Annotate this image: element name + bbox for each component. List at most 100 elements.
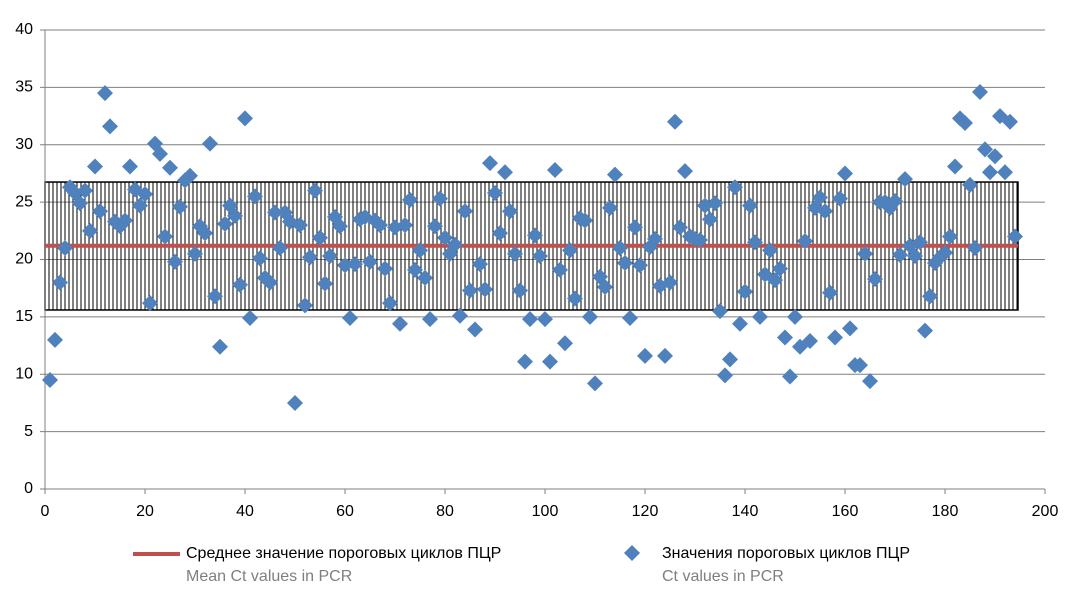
x-tick-label: 140 bbox=[732, 503, 759, 520]
data-point bbox=[482, 155, 498, 172]
data-point bbox=[557, 335, 573, 352]
data-point bbox=[862, 373, 878, 390]
data-point bbox=[842, 320, 858, 337]
data-point bbox=[57, 240, 73, 257]
x-tick-label: 200 bbox=[1032, 503, 1059, 520]
data-point bbox=[137, 186, 153, 203]
data-point bbox=[627, 219, 643, 236]
data-point bbox=[372, 217, 388, 234]
data-point bbox=[262, 274, 278, 291]
data-point bbox=[362, 253, 378, 270]
data-point bbox=[1007, 228, 1023, 245]
data-point bbox=[997, 164, 1013, 181]
data-point bbox=[332, 218, 348, 235]
data-point bbox=[77, 182, 93, 199]
legend-label: Значения пороговых циклов ПЦР bbox=[662, 545, 910, 562]
data-point bbox=[477, 281, 493, 298]
data-point bbox=[527, 227, 543, 244]
data-point bbox=[522, 311, 538, 328]
data-point bbox=[122, 158, 138, 175]
x-tick-label: 160 bbox=[832, 503, 859, 520]
data-point bbox=[937, 244, 953, 261]
data-point bbox=[437, 229, 453, 246]
data-point bbox=[802, 332, 818, 349]
data-point bbox=[97, 85, 113, 102]
data-point bbox=[797, 233, 813, 250]
data-point bbox=[942, 228, 958, 245]
x-tick-label: 180 bbox=[932, 503, 959, 520]
data-point bbox=[717, 367, 733, 384]
data-point bbox=[617, 254, 633, 271]
data-point bbox=[817, 203, 833, 220]
data-point bbox=[607, 166, 623, 183]
data-point bbox=[297, 297, 313, 314]
x-tick-label: 100 bbox=[532, 503, 559, 520]
data-point bbox=[762, 242, 778, 259]
data-point bbox=[677, 163, 693, 180]
data-point bbox=[777, 329, 793, 346]
data-point bbox=[537, 311, 553, 328]
data-point bbox=[187, 245, 203, 262]
data-point bbox=[827, 329, 843, 346]
data-point bbox=[412, 242, 428, 259]
data-point bbox=[307, 182, 323, 199]
data-point bbox=[587, 375, 603, 392]
x-tick-label: 80 bbox=[436, 503, 454, 520]
data-point bbox=[907, 248, 923, 265]
x-tick-label: 40 bbox=[236, 503, 254, 520]
data-point bbox=[772, 260, 788, 277]
data-point bbox=[737, 283, 753, 300]
y-tick-label: 25 bbox=[15, 193, 33, 210]
data-point bbox=[532, 248, 548, 265]
data-point bbox=[962, 176, 978, 193]
data-point bbox=[142, 295, 158, 312]
data-point bbox=[392, 315, 408, 332]
data-point bbox=[237, 110, 253, 127]
data-point bbox=[227, 207, 243, 224]
data-point bbox=[622, 310, 638, 327]
y-tick-label: 40 bbox=[15, 21, 33, 38]
data-point bbox=[472, 256, 488, 273]
data-point bbox=[487, 184, 503, 201]
data-point bbox=[467, 321, 483, 338]
data-point bbox=[632, 257, 648, 274]
data-point bbox=[92, 203, 108, 220]
data-point bbox=[977, 141, 993, 158]
data-point bbox=[692, 231, 708, 248]
data-point bbox=[672, 219, 688, 236]
data-point bbox=[507, 245, 523, 262]
data-point bbox=[402, 191, 418, 208]
data-point bbox=[612, 240, 628, 257]
data-point bbox=[462, 282, 478, 299]
data-point bbox=[212, 338, 228, 355]
data-point bbox=[497, 164, 513, 181]
data-point bbox=[197, 225, 213, 242]
data-point bbox=[302, 249, 318, 266]
data-point bbox=[702, 211, 718, 228]
data-point bbox=[377, 260, 393, 277]
data-point bbox=[582, 308, 598, 325]
data-point bbox=[217, 215, 233, 232]
legend-label-en: Ct values in PCR bbox=[662, 568, 784, 585]
data-point bbox=[382, 295, 398, 312]
data-point bbox=[637, 347, 653, 364]
data-point bbox=[597, 279, 613, 296]
data-point bbox=[662, 274, 678, 291]
data-point bbox=[252, 250, 268, 267]
data-point bbox=[347, 256, 363, 273]
data-point bbox=[202, 135, 218, 152]
x-tick-label: 20 bbox=[136, 503, 154, 520]
data-point bbox=[337, 257, 353, 274]
data-point bbox=[182, 167, 198, 184]
data-point bbox=[972, 83, 988, 100]
data-point bbox=[647, 230, 663, 247]
y-tick-label: 15 bbox=[15, 308, 33, 325]
data-point bbox=[967, 240, 983, 257]
data-point bbox=[562, 242, 578, 259]
y-tick-label: 20 bbox=[15, 251, 33, 268]
data-point bbox=[322, 248, 338, 265]
data-point bbox=[782, 368, 798, 385]
data-point bbox=[752, 308, 768, 325]
data-point bbox=[432, 190, 448, 207]
data-point bbox=[172, 198, 188, 215]
